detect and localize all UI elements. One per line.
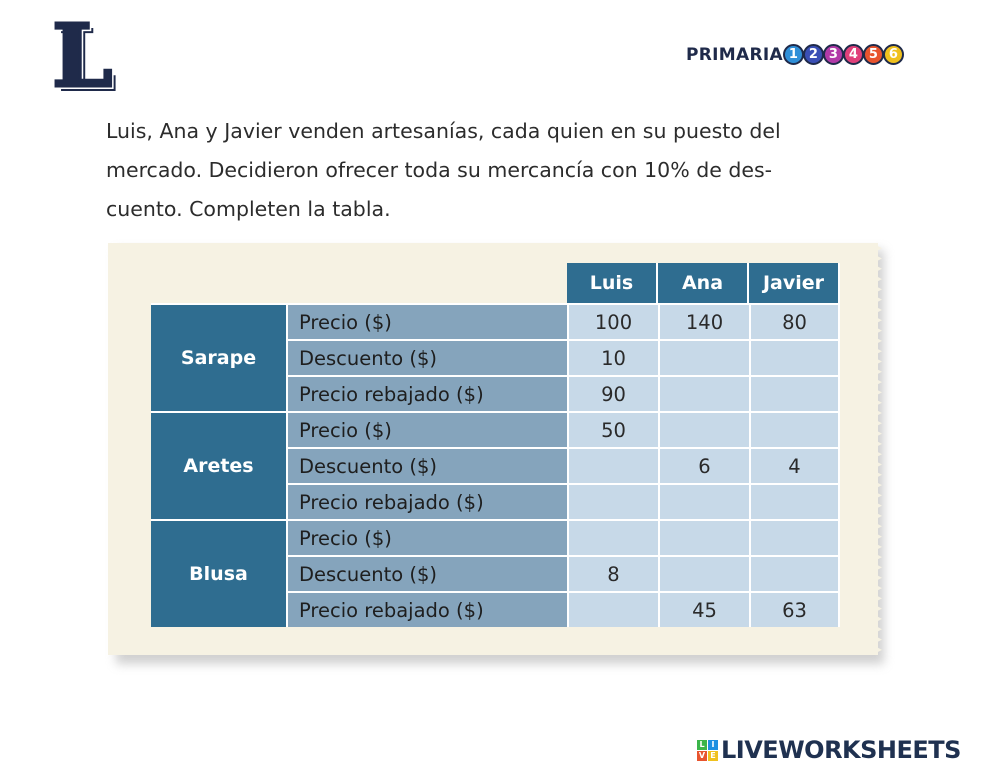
header-spacer bbox=[151, 263, 567, 303]
group-label-sarape: Sarape bbox=[151, 303, 286, 411]
column-header-ana: Ana bbox=[658, 263, 749, 303]
value-cell-luis: 90 bbox=[567, 375, 658, 411]
zigzag-edge bbox=[872, 243, 882, 655]
row-label: Precio rebajado ($) bbox=[286, 375, 567, 411]
value-cell-ana[interactable] bbox=[658, 375, 749, 411]
paragraph-line-3: cuento. Completen la tabla. bbox=[106, 197, 391, 221]
paragraph-line-1: Luis, Ana y Javier venden artesanías, ca… bbox=[106, 119, 781, 143]
value-cell-luis[interactable] bbox=[567, 591, 658, 627]
value-cell-ana[interactable] bbox=[658, 411, 749, 447]
table-row: Precio rebajado ($) 45 63 bbox=[151, 591, 840, 627]
column-header-javier: Javier bbox=[749, 263, 840, 303]
row-label: Descuento ($) bbox=[286, 339, 567, 375]
value-cell-javier[interactable] bbox=[749, 411, 840, 447]
group-label-aretes: Aretes bbox=[151, 411, 286, 519]
badge-letter: I bbox=[708, 739, 718, 750]
row-label: Precio rebajado ($) bbox=[286, 591, 567, 627]
brand-word: PRIMARIA bbox=[686, 44, 783, 65]
table-row: Sarape Precio ($) 100 140 80 bbox=[151, 303, 840, 411]
value-cell-javier[interactable] bbox=[749, 375, 840, 411]
logo-letter: L bbox=[50, 6, 113, 107]
table-row: Precio rebajado ($) 90 bbox=[151, 375, 840, 411]
value-cell-ana: 6 bbox=[658, 447, 749, 483]
value-cell-ana: 140 bbox=[658, 303, 749, 339]
grade-dot-4: 4 bbox=[842, 44, 864, 65]
grade-dot-2: 2 bbox=[802, 44, 824, 65]
value-cell-ana[interactable] bbox=[658, 483, 749, 519]
value-cell-javier: 80 bbox=[749, 303, 840, 339]
row-label: Precio rebajado ($) bbox=[286, 483, 567, 519]
badge-letter: E bbox=[708, 750, 718, 761]
value-cell-javier[interactable] bbox=[749, 519, 840, 555]
value-cell-javier[interactable] bbox=[749, 339, 840, 375]
header-row: Luis Ana Javier bbox=[151, 263, 840, 303]
value-cell-javier[interactable] bbox=[749, 483, 840, 519]
table-row: Descuento ($) 6 4 bbox=[151, 447, 840, 483]
value-cell-javier: 4 bbox=[749, 447, 840, 483]
value-cell-ana[interactable] bbox=[658, 555, 749, 591]
value-cell-javier[interactable] bbox=[749, 555, 840, 591]
grade-dot-1: 1 bbox=[782, 44, 804, 65]
discount-table: Luis Ana Javier Sarape Precio ($) 100 140 80 Des… bbox=[151, 263, 840, 627]
row-label: Descuento ($) bbox=[286, 555, 567, 591]
value-cell-luis[interactable] bbox=[567, 519, 658, 555]
row-label: Precio ($) bbox=[286, 411, 567, 447]
value-cell-luis[interactable] bbox=[567, 483, 658, 519]
value-cell-ana[interactable] bbox=[658, 339, 749, 375]
grade-dot-3: 3 bbox=[822, 44, 844, 65]
paragraph-line-2: mercado. Decidieron ofrecer toda su merc… bbox=[106, 158, 773, 182]
table-row: Descuento ($) 10 bbox=[151, 339, 840, 375]
liveworksheets-text: LIVEWORKSHEETS bbox=[721, 736, 961, 764]
grade-dot-6: 6 bbox=[882, 44, 904, 65]
row-label: Precio ($) bbox=[286, 303, 567, 339]
column-header-luis: Luis bbox=[567, 263, 658, 303]
value-cell-luis: 50 bbox=[567, 411, 658, 447]
value-cell-ana[interactable] bbox=[658, 519, 749, 555]
value-cell-javier: 63 bbox=[749, 591, 840, 627]
table-row: Blusa Precio ($) bbox=[151, 519, 840, 627]
grade-dot-5: 5 bbox=[862, 44, 884, 65]
value-cell-luis[interactable] bbox=[567, 447, 658, 483]
badge-letter: V bbox=[697, 750, 707, 761]
table-row: Precio rebajado ($) bbox=[151, 483, 840, 519]
table-row: Aretes Precio ($) 50 bbox=[151, 411, 840, 519]
table-row: Descuento ($) 8 bbox=[151, 555, 840, 591]
value-cell-luis: 8 bbox=[567, 555, 658, 591]
group-label-blusa: Blusa bbox=[151, 519, 286, 627]
badge-letter: L bbox=[697, 739, 707, 750]
value-cell-luis: 100 bbox=[567, 303, 658, 339]
row-label: Descuento ($) bbox=[286, 447, 567, 483]
value-cell-ana: 45 bbox=[658, 591, 749, 627]
instructions-paragraph: Luis, Ana y Javier venden artesanías, ca… bbox=[106, 112, 876, 229]
row-label: Precio ($) bbox=[286, 519, 567, 555]
value-cell-luis: 10 bbox=[567, 339, 658, 375]
